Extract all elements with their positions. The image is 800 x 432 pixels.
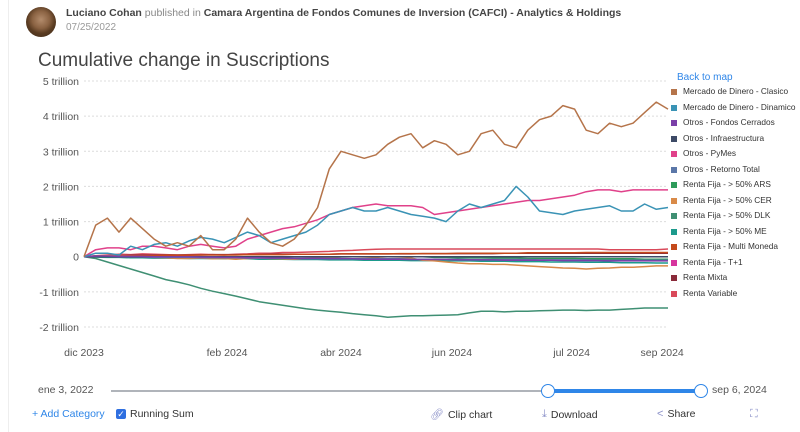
legend-swatch [671, 104, 677, 111]
legend-swatch [671, 290, 677, 297]
legend-item[interactable]: Renta Fija - > 50% ME [671, 225, 796, 237]
series-line-renta-fija-multi-moneda[interactable] [83, 251, 668, 258]
x-tick-label: sep 2024 [641, 347, 684, 359]
add-category-button[interactable]: + Add Category [32, 408, 105, 420]
legend-swatch [671, 120, 677, 126]
avatar[interactable] [26, 7, 56, 37]
legend-swatch [671, 151, 677, 157]
date-range-slider: ene 3, 2022 sep 6, 2024 [38, 383, 798, 399]
legend-swatch [671, 166, 677, 173]
author-name[interactable]: Luciano Cohan [66, 7, 142, 19]
back-to-map-link[interactable]: Back to map [677, 72, 733, 83]
post-date: 07/25/2022 [66, 22, 117, 33]
legend-label: Renta Mixta [683, 272, 728, 282]
legend-swatch [671, 244, 677, 250]
legend-label: Otros - Infraestructura [683, 132, 765, 143]
legend-label: Mercado de Dinero - Clasico [683, 86, 789, 96]
series-line-otros-pymes[interactable] [83, 189, 668, 258]
legend-label: Renta Fija - > 50% ME [683, 225, 767, 236]
x-tick-label: jun 2024 [431, 347, 472, 359]
legend-item[interactable]: Renta Fija - > 50% DLK [671, 210, 796, 221]
share-button[interactable]: < Share [657, 408, 695, 420]
legend-label: Otros - Retorno Total [683, 163, 760, 174]
byline: Luciano Cohan published in Camara Argent… [66, 7, 621, 20]
running-sum-checkbox[interactable]: ✓ [116, 409, 126, 419]
legend-item[interactable]: Renta Fija - Multi Moneda [671, 241, 796, 252]
x-tick-label: feb 2024 [207, 347, 248, 359]
legend-swatch [671, 259, 677, 266]
legend-item[interactable]: Otros - Fondos Cerrados [671, 117, 796, 128]
chart-toolbar: + Add Category ✓ Running Sum 🔗︎ Clip cha… [32, 408, 792, 424]
clip-chart-button[interactable]: 🔗︎ Clip chart [430, 408, 493, 422]
legend-item[interactable]: Renta Mixta [671, 272, 796, 283]
expand-icon: ⛶ [750, 408, 758, 420]
legend-swatch [671, 228, 677, 235]
expand-button[interactable]: ⛶ [750, 408, 762, 421]
running-sum-label: Running Sum [130, 408, 194, 420]
y-tick-label: 0 [73, 252, 79, 264]
legend-item[interactable]: Otros - PyMes [671, 148, 796, 159]
slider-start-handle[interactable] [541, 384, 555, 398]
legend-item[interactable]: Renta Variable [671, 287, 796, 299]
y-tick-label: 3 trillion [43, 146, 79, 158]
x-tick-label: jul 2024 [552, 347, 590, 359]
legend-swatch [671, 135, 677, 142]
legend-item[interactable]: Mercado de Dinero - Clasico [671, 86, 796, 97]
legend-item[interactable]: Otros - Infraestructura [671, 132, 796, 144]
download-label: Download [550, 408, 598, 421]
legend-label: Renta Fija - > 50% ARS [683, 179, 771, 189]
download-button[interactable]: ⤓ Download [542, 408, 598, 421]
legend-label: Renta Variable [683, 287, 738, 298]
link-icon: 🔗︎ [430, 409, 444, 421]
legend-label: Renta Fija - > 50% DLK [683, 210, 771, 220]
legend-label: Otros - Fondos Cerrados [683, 117, 775, 127]
legend-swatch [671, 213, 677, 219]
running-sum-toggle[interactable]: ✓ Running Sum [116, 408, 194, 420]
published-in-text: published in [144, 7, 201, 19]
legend-swatch [671, 275, 677, 281]
card [8, 0, 800, 432]
share-icon: < [657, 408, 664, 420]
legend-swatch [671, 197, 677, 204]
legend-swatch [671, 89, 677, 95]
legend-item[interactable]: Renta Fija - > 50% ARS [671, 179, 796, 190]
slider-end-handle[interactable] [694, 384, 708, 398]
legend-label: Mercado de Dinero - Dinamico [683, 101, 796, 112]
legend-label: Otros - PyMes [683, 148, 737, 158]
clip-chart-label: Clip chart [447, 408, 493, 421]
x-tick-label: dic 2023 [64, 347, 104, 359]
legend-label: Renta Fija - T+1 [683, 256, 743, 267]
slider-selected-range[interactable] [547, 389, 701, 393]
series-line-renta-fija-50-dlk[interactable] [83, 255, 668, 318]
slider-track[interactable] [111, 390, 701, 392]
x-tick-label: abr 2024 [320, 347, 362, 359]
series-line-otros-fondos-cerrados[interactable] [83, 255, 668, 262]
y-tick-label: 2 trillion [43, 181, 79, 193]
post-header: Luciano Cohan published in Camara Argent… [26, 7, 621, 41]
legend-item[interactable]: Mercado de Dinero - Dinamico [671, 101, 796, 113]
post-meta: Luciano Cohan published in Camara Argent… [66, 7, 621, 33]
add-category-label: + Add Category [32, 408, 105, 420]
legend-label: Renta Fija - > 50% CER [683, 194, 772, 205]
range-start-label: ene 3, 2022 [38, 384, 94, 396]
y-tick-label: 4 trillion [43, 111, 79, 123]
legend-item[interactable]: Otros - Retorno Total [671, 163, 796, 175]
download-icon: ⤓ [542, 408, 547, 420]
legend-swatch [671, 182, 677, 188]
y-tick-label: -2 trillion [39, 322, 79, 334]
chart-title: Cumulative change in Suscriptions [38, 50, 330, 71]
y-tick-label: 1 trillion [43, 217, 79, 229]
series-line-mercado-de-dinero-clasico[interactable] [83, 101, 669, 257]
legend: Back to map Mercado de Dinero - Clasico M… [671, 72, 796, 304]
legend-item[interactable]: Renta Fija - T+1 [671, 256, 796, 268]
range-end-label: sep 6, 2024 [712, 384, 767, 396]
share-label: Share [667, 408, 696, 420]
y-tick-label: 5 trillion [43, 76, 79, 88]
legend-label: Renta Fija - Multi Moneda [683, 241, 778, 251]
y-tick-label: -1 trillion [39, 287, 79, 299]
legend-item[interactable]: Renta Fija - > 50% CER [671, 194, 796, 206]
group-name[interactable]: Camara Argentina de Fondos Comunes de In… [203, 7, 622, 19]
